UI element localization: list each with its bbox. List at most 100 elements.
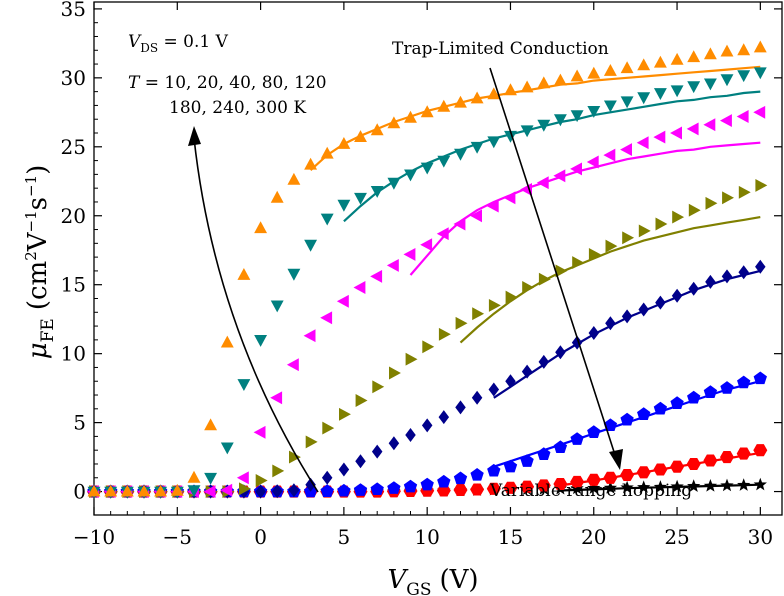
data-point	[638, 224, 651, 238]
data-point	[703, 118, 716, 132]
series-80-k	[88, 259, 766, 499]
data-point	[504, 83, 517, 96]
y-tick-label: 15	[61, 273, 86, 297]
data-point	[420, 105, 434, 118]
data-point	[638, 302, 649, 317]
data-point	[686, 122, 699, 136]
y-tick-label: 5	[73, 411, 86, 435]
data-point	[637, 407, 651, 420]
data-point	[470, 141, 484, 154]
x-tick-label: 5	[338, 525, 351, 549]
trap-arrow-head	[609, 449, 623, 470]
data-point	[688, 203, 701, 217]
data-point	[637, 480, 651, 494]
data-point	[204, 418, 218, 431]
data-point	[422, 340, 435, 354]
data-point	[437, 474, 451, 488]
data-point	[154, 484, 168, 497]
data-point	[553, 114, 567, 127]
data-point	[503, 191, 516, 205]
data-point	[270, 190, 284, 203]
data-point	[653, 480, 668, 493]
x-tick-label: 10	[414, 525, 439, 549]
data-point	[320, 213, 334, 226]
data-point	[721, 269, 733, 284]
data-point	[372, 380, 385, 394]
data-point	[536, 479, 551, 492]
data-point	[603, 481, 618, 494]
data-point	[420, 477, 434, 491]
y-tick-label: 10	[61, 342, 86, 366]
data-point	[305, 435, 318, 449]
data-point	[338, 462, 350, 477]
data-point	[438, 327, 451, 341]
data-point	[370, 123, 384, 136]
data-point	[537, 76, 551, 89]
data-point	[605, 316, 616, 331]
data-point	[170, 483, 184, 496]
data-point	[403, 247, 416, 261]
data-point	[405, 352, 418, 366]
data-point	[636, 466, 651, 479]
trap-arrow	[489, 67, 617, 459]
data-point	[505, 374, 516, 389]
data-point	[653, 55, 667, 68]
data-point	[286, 358, 299, 372]
data-point	[204, 472, 218, 485]
data-point	[505, 290, 518, 304]
data-point	[553, 440, 568, 454]
data-point	[687, 50, 701, 63]
data-point	[322, 421, 335, 435]
data-point	[355, 394, 368, 407]
data-point	[738, 185, 751, 199]
data-point	[487, 463, 501, 477]
data-point	[470, 91, 484, 104]
fit-line-240-k	[343, 90, 761, 223]
data-point	[420, 162, 434, 175]
data-point	[703, 385, 718, 398]
x-tick-label: 25	[664, 525, 689, 549]
axis-ticks: −10 −5 0 5 10 15 20 25 30 0 5 10 15 20 25 30 35	[61, 0, 782, 549]
data-point	[586, 473, 601, 486]
data-point	[720, 451, 734, 464]
data-point	[371, 444, 383, 459]
data-point	[537, 119, 551, 132]
data-point	[536, 176, 549, 190]
data-point	[620, 412, 634, 426]
data-point	[703, 47, 717, 60]
data-point	[703, 78, 717, 91]
data-point	[436, 227, 449, 241]
series-120-k	[89, 178, 768, 499]
data-point	[236, 471, 249, 485]
data-point	[387, 481, 401, 494]
data-point	[705, 274, 716, 289]
data-point	[587, 66, 601, 79]
data-point	[670, 479, 684, 493]
data-point	[487, 136, 501, 149]
data-point	[587, 106, 601, 118]
data-point	[420, 238, 433, 252]
data-point	[603, 148, 616, 162]
data-point	[404, 169, 417, 182]
data-point	[636, 136, 649, 150]
data-point	[87, 484, 101, 497]
data-point	[686, 457, 701, 471]
data-point	[737, 375, 751, 389]
data-point	[703, 454, 718, 467]
data-point	[321, 470, 333, 485]
data-point	[288, 483, 300, 498]
data-point	[755, 259, 766, 274]
annotation-temps-line1: T = 10, 20, 40, 80, 120	[128, 73, 327, 93]
x-tick-label: 0	[254, 525, 267, 549]
data-point	[488, 298, 501, 312]
data-point	[670, 460, 685, 473]
data-point	[670, 85, 684, 98]
data-point	[470, 468, 484, 481]
fit-line-180-k	[409, 141, 761, 276]
data-point	[220, 335, 234, 348]
x-tick-label: 15	[498, 525, 523, 549]
y-tick-label: 25	[61, 135, 86, 159]
data-point	[538, 272, 551, 286]
fit-line-120-k	[459, 216, 761, 344]
data-point	[653, 88, 667, 100]
